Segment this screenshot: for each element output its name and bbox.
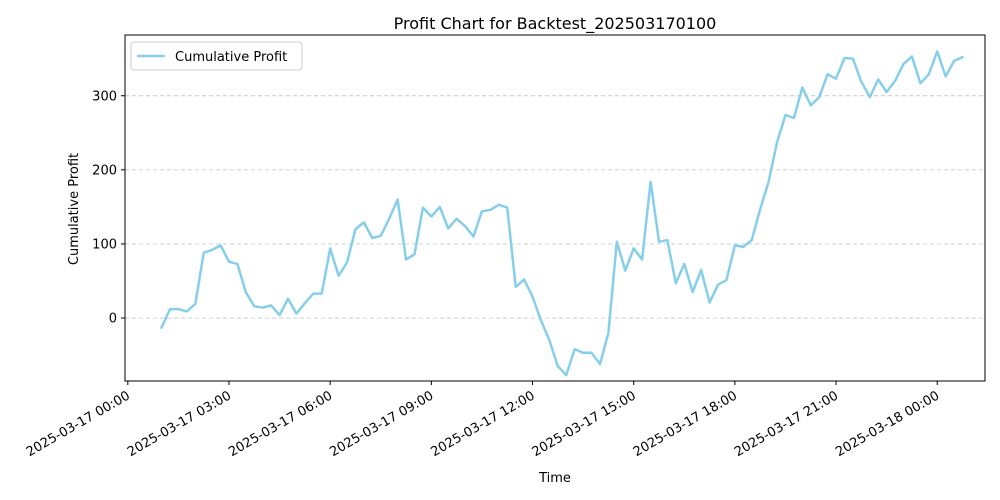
y-axis-title: Cumulative Profit	[67, 153, 82, 265]
plot-frame	[124, 34, 986, 382]
x-tick-label: 2025-03-17 09:00	[327, 388, 436, 460]
x-tick-label: 2025-03-17 21:00	[732, 388, 841, 460]
y-tick-label: 300	[92, 89, 117, 104]
y-tick-label: 100	[92, 237, 117, 252]
grid-lines	[125, 95, 985, 319]
series-line	[160, 50, 964, 377]
legend-box	[130, 41, 303, 71]
legend: Cumulative Profit	[130, 41, 303, 71]
legend-label: Cumulative Profit	[175, 50, 287, 65]
x-tick-label: 2025-03-17 06:00	[226, 388, 335, 460]
x-tick-label: 2025-03-17 00:00	[24, 388, 133, 460]
y-tick-label: 0	[109, 312, 117, 327]
series-layer	[160, 50, 964, 377]
x-tick-label: 2025-03-17 03:00	[125, 388, 234, 460]
x-tick-label: 2025-03-17 12:00	[429, 388, 538, 460]
y-axis: 0 100 200 300	[92, 89, 125, 327]
x-tick-label: 2025-03-18 00:00	[833, 388, 942, 460]
x-tick-label: 2025-03-17 15:00	[530, 388, 639, 460]
chart-title: Profit Chart for Backtest_202503170100	[394, 14, 717, 34]
y-tick-label: 200	[92, 163, 117, 178]
x-axis-title: Time	[538, 471, 571, 486]
x-tick-label: 2025-03-17 18:00	[631, 388, 740, 460]
